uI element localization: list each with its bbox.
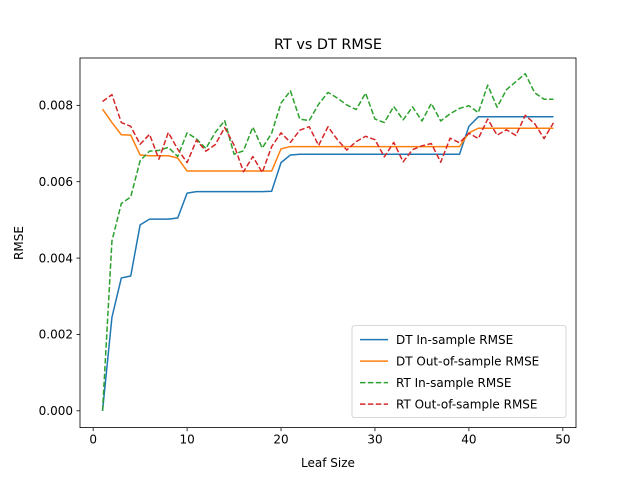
series-layer [101, 72, 555, 411]
y-tick-label: 0.006 [39, 175, 73, 189]
y-tick-label: 0.004 [39, 251, 73, 265]
y-tick-label: 0.008 [39, 99, 73, 113]
series-line-4 [102, 93, 555, 174]
x-tick-label: 20 [273, 433, 288, 447]
legend: DT In-sample RMSE DT Out-of-sample RMSE RT… [351, 325, 567, 419]
x-axis-ticks: 0 10 20 30 40 50 [89, 427, 570, 447]
chart-title: RT vs DT RMSE [274, 37, 382, 53]
x-tick-label: 40 [461, 433, 476, 447]
legend-label: RT Out-of-sample RMSE [396, 397, 538, 411]
x-axis-label: Leaf Size [301, 456, 355, 470]
x-tick-label: 30 [367, 433, 382, 447]
x-tick-label: 50 [555, 433, 570, 447]
legend-box [351, 325, 567, 419]
legend-label: DT Out-of-sample RMSE [396, 354, 539, 368]
series-line-3 [101, 72, 554, 411]
x-tick-label: 10 [179, 433, 194, 447]
series-line-2 [101, 108, 554, 172]
y-axis-ticks: 0.000 0.002 0.004 0.006 0.008 [39, 99, 80, 418]
legend-label: DT In-sample RMSE [396, 333, 513, 347]
axes-frame [79, 57, 577, 429]
y-tick-label: 0.002 [39, 328, 73, 342]
axes-layer [79, 57, 577, 429]
legend-label: RT In-sample RMSE [396, 376, 511, 390]
x-tick-label: 0 [89, 433, 97, 447]
y-tick-label: 0.000 [39, 404, 73, 418]
y-axis-label: RMSE [12, 226, 26, 260]
series-line-1 [101, 116, 554, 411]
